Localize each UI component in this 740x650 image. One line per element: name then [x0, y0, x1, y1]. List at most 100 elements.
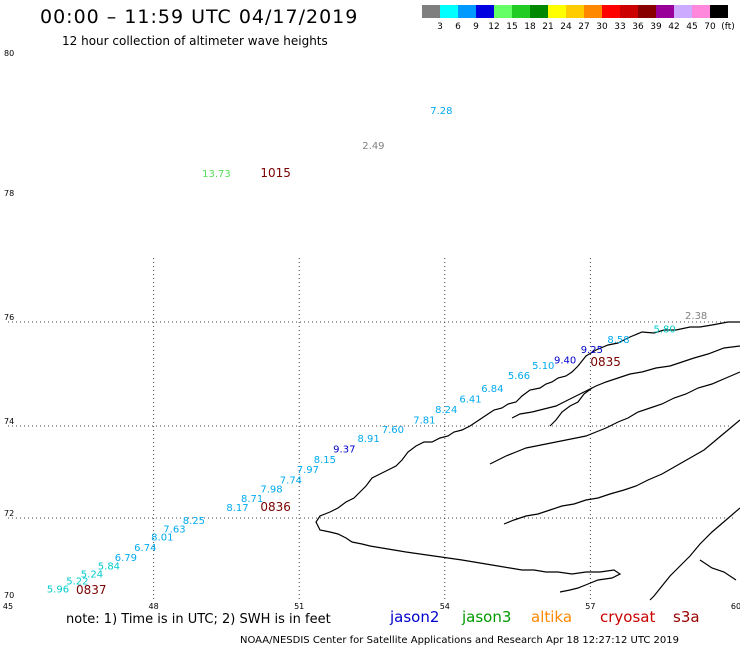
scale-swatch — [548, 5, 566, 18]
scale-swatch — [494, 5, 512, 18]
scale-swatch — [620, 5, 638, 18]
scale-swatch — [458, 5, 476, 18]
scale-swatch — [602, 5, 620, 18]
wave-height-value: 7.74 — [280, 476, 302, 487]
scale-label: 3 — [437, 22, 443, 32]
wave-height-value: 8.15 — [314, 455, 336, 466]
wave-height-value: 5.10 — [532, 361, 554, 372]
coastline-segment — [503, 419, 740, 525]
scale-label: 9 — [473, 22, 479, 32]
coastline-segment — [489, 371, 740, 465]
scale-swatch — [674, 5, 692, 18]
satellite-jason3: jason3 — [462, 608, 512, 626]
pass-time-labels: 0837 0836 0835 1015 — [76, 166, 621, 597]
footer-note: note: 1) Time is in UTC; 2) SWH is in fe… — [66, 612, 331, 627]
scale-label: 15 — [506, 22, 518, 32]
scale-label: 30 — [596, 22, 608, 32]
coastline-segment — [649, 507, 740, 601]
pass-time-label: 0836 — [260, 500, 291, 514]
wave-height-value: 9.40 — [554, 356, 576, 367]
scale-label: 45 — [686, 22, 698, 32]
wave-height-labels: 5.965.225.245.846.796.748.017.638.25 8.17… — [47, 106, 707, 596]
wave-height-value: 5.96 — [47, 585, 69, 596]
coastline — [315, 321, 740, 601]
wave-height-value: 5.24 — [81, 569, 103, 580]
coastline-segment — [511, 345, 740, 419]
wave-height-value: 8.01 — [151, 533, 173, 544]
scale-label: 24 — [560, 22, 572, 32]
wave-height-value: 2.38 — [685, 311, 707, 322]
axis-tick-labels: 45 48 51 54 57 60 70 72 74 76 78 80 — [3, 49, 740, 611]
wave-height-value: 7.63 — [163, 524, 185, 535]
scale-swatch — [422, 5, 440, 18]
scale-swatch — [530, 5, 548, 18]
wave-height-value: 7.98 — [260, 485, 282, 496]
coastline-segment — [315, 321, 740, 593]
wave-height-value: 8.58 — [607, 335, 629, 346]
satellite-cryosat: cryosat — [600, 608, 656, 626]
wave-height-value: 2.49 — [362, 141, 384, 152]
wave-height-value: 5.80 — [653, 324, 675, 335]
lat-tick-label: 70 — [4, 591, 14, 600]
wave-height-value: 7.28 — [430, 106, 452, 117]
lon-tick-label: 48 — [149, 602, 159, 611]
wave-height-value: 5.22 — [66, 576, 88, 587]
wave-height-value: 7.60 — [382, 425, 404, 436]
scale-unit: (ft) — [721, 22, 735, 32]
wave-height-value: 7.81 — [413, 415, 435, 426]
wave-height-value: 6.79 — [115, 553, 137, 564]
lon-tick-label: 45 — [3, 602, 13, 611]
wave-height-value: 8.91 — [357, 434, 379, 445]
credit-line: NOAA/NESDIS Center for Satellite Applica… — [240, 635, 679, 646]
wave-height-value: 9.25 — [581, 345, 603, 356]
lat-tick-label: 80 — [4, 49, 14, 58]
wave-height-value: 13.73 — [202, 169, 231, 180]
map-subtitle: 12 hour collection of altimeter wave hei… — [62, 34, 328, 48]
lat-tick-label: 76 — [4, 313, 14, 322]
scale-label: 18 — [524, 22, 536, 32]
coastline-segment — [699, 559, 737, 581]
lat-lon-grid — [8, 258, 736, 600]
satellite-altika: altika — [531, 608, 573, 626]
scale-label: 21 — [542, 22, 554, 32]
lon-tick-label: 54 — [440, 602, 450, 611]
wave-height-value: 8.71 — [241, 494, 263, 505]
scale-swatch — [656, 5, 674, 18]
coastline-segment — [549, 387, 593, 427]
wave-height-value: 5.66 — [508, 371, 530, 382]
lat-tick-label: 72 — [4, 509, 14, 518]
lon-tick-label: 57 — [585, 602, 595, 611]
scale-label: 27 — [578, 22, 590, 32]
lon-tick-label: 51 — [294, 602, 304, 611]
wave-height-value: 8.25 — [183, 516, 205, 527]
lat-tick-label: 74 — [4, 417, 14, 426]
wave-height-value: 6.84 — [481, 384, 503, 395]
pass-time-label: 1015 — [260, 166, 291, 180]
wave-height-value: 6.74 — [134, 543, 156, 554]
scale-label: 12 — [488, 22, 500, 32]
lon-tick-label: 60 — [731, 602, 740, 611]
wave-height-value: 8.24 — [435, 405, 457, 416]
wave-height-value: 8.17 — [226, 503, 248, 514]
wave-height-value: 5.84 — [98, 561, 120, 572]
wave-height-value: 6.41 — [459, 395, 481, 406]
scale-swatch — [476, 5, 494, 18]
map-title: 00:00 – 11:59 UTC 04/17/2019 — [40, 6, 359, 28]
scale-swatch — [692, 5, 710, 18]
scale-label: 6 — [455, 22, 461, 32]
wave-height-value: 9.37 — [333, 445, 355, 456]
scale-swatch — [440, 5, 458, 18]
satellite-s3a: s3a — [673, 608, 700, 626]
lat-tick-label: 78 — [4, 189, 14, 198]
scale-swatch — [710, 5, 728, 18]
scale-swatch — [566, 5, 584, 18]
scale-label: 36 — [632, 22, 644, 32]
scale-swatch — [512, 5, 530, 18]
scale-swatch — [638, 5, 656, 18]
pass-time-label: 0835 — [590, 355, 621, 369]
pass-time-label: 0837 — [76, 583, 107, 597]
scale-label: 39 — [650, 22, 662, 32]
scale-label: 42 — [668, 22, 680, 32]
map-frame — [8, 58, 736, 600]
